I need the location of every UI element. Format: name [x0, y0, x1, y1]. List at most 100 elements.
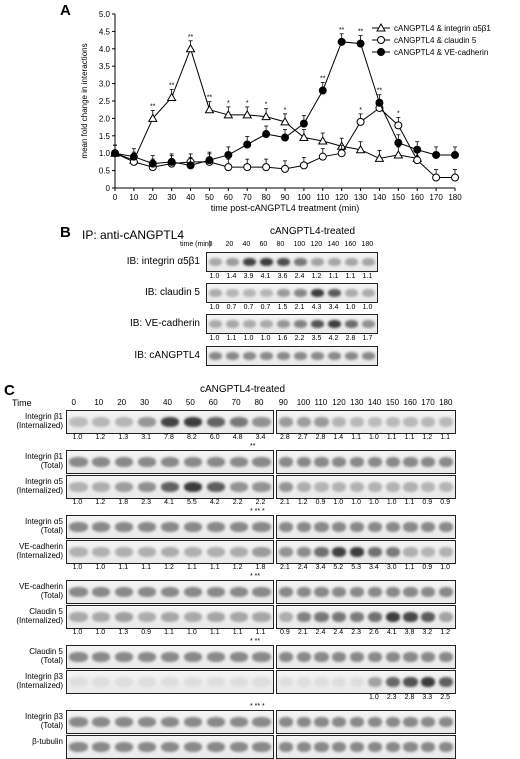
blot-band [92, 717, 111, 727]
blot-band [438, 587, 454, 597]
blot-band [314, 457, 329, 467]
blot-band [276, 258, 291, 266]
panel-c-row-label: Claudin 5 (Total) [29, 647, 63, 665]
blot-band [229, 417, 248, 427]
significance-mark: ** [150, 103, 156, 110]
significance-mark: * [359, 107, 362, 114]
blot-band [438, 457, 454, 467]
open-circle-point [281, 164, 289, 173]
quant-value: 0.7 [260, 304, 271, 311]
quant-value: 2.1 [280, 499, 290, 506]
blot-band [327, 320, 342, 328]
quant-value: 3.8 [404, 629, 415, 636]
quant-value: 1.0 [72, 564, 83, 571]
open-circle-point [243, 163, 252, 172]
blot-band [344, 352, 359, 360]
blot-band [69, 587, 88, 597]
blot-band [296, 587, 311, 597]
quant-value: 7.8 [164, 434, 174, 441]
blot-band [421, 457, 436, 467]
quant-value: 1.1 [187, 564, 197, 571]
blot-band [183, 742, 203, 752]
quant-value: 1.1 [226, 335, 237, 342]
quant-value: 1.1 [164, 629, 174, 636]
quant-value: 4.3 [311, 304, 322, 311]
quant-value: 1.0 [209, 273, 220, 280]
quant-value: 5.5 [187, 499, 197, 506]
filled-circle-point [375, 98, 384, 107]
open-circle-point [318, 152, 327, 161]
blot-band [92, 587, 111, 597]
blot-band [327, 352, 342, 360]
triangle-point [355, 144, 366, 154]
blot-band [69, 742, 88, 752]
quant-value: 5.2 [333, 564, 344, 571]
quant-value: 1.2 [164, 564, 174, 571]
x-tick-label: 170 [429, 193, 443, 202]
triangle-point [147, 113, 158, 122]
open-circle-point [356, 117, 365, 126]
blot-band [92, 482, 111, 492]
quant-value: 0.9 [141, 629, 151, 636]
quant-value: 1.0 [333, 499, 344, 506]
blot-band [349, 717, 365, 727]
quant-value: 1.4 [226, 273, 237, 280]
quant-value: 2.2 [232, 499, 243, 506]
blot-band [160, 522, 180, 532]
quant-value: 6.0 [209, 434, 220, 441]
filled-circle-point [111, 149, 119, 158]
triangle-point [280, 116, 290, 126]
triangle-point [185, 43, 196, 53]
quant-value: 2.2 [255, 499, 266, 506]
blot-band [332, 717, 347, 727]
y-tick-label: 1.0 [99, 149, 111, 158]
blot-band [349, 587, 365, 597]
blot-band [421, 717, 436, 727]
panel-b-time-label: time (min) [180, 241, 212, 248]
quant-value: 1.0 [95, 564, 106, 571]
blot-band [367, 482, 382, 492]
filled-circle-point [432, 150, 441, 159]
blot-band [137, 742, 157, 752]
blot-band [361, 352, 376, 360]
blot-band [314, 652, 329, 662]
quant-value: 1.0 [243, 335, 254, 342]
quant-value: 3.4 [255, 434, 266, 441]
quant-value: 1.1 [255, 629, 266, 636]
quant-value: 1.4 [333, 434, 344, 441]
panel-c-blot-right [276, 540, 456, 564]
blot-band [421, 522, 436, 532]
quant-value: 1.1 [404, 434, 415, 441]
open-circle-point [299, 161, 308, 170]
open-circle-point [394, 121, 403, 130]
filled-circle-point [167, 157, 176, 166]
quant-value: 3.9 [243, 273, 254, 280]
blot-band [332, 482, 347, 492]
panel-b-blot [206, 314, 378, 334]
quant-value: 1.2 [232, 564, 243, 571]
panel-c-time-tick: 170 [421, 398, 435, 407]
panel-c-blot-left [66, 515, 274, 539]
blot-band [229, 677, 248, 687]
quant-value: 1.1 [209, 564, 220, 571]
filled-circle-point [129, 152, 138, 161]
blot-band [259, 289, 274, 297]
panel-b-time-tick: 40 [242, 241, 251, 248]
blot-band [421, 482, 436, 492]
blot-band [367, 742, 382, 752]
blot-band [421, 612, 436, 622]
quant-value: 2.4 [294, 273, 305, 280]
blot-band [242, 320, 257, 328]
blot-band [332, 547, 347, 557]
panel-c-time-tick: 30 [140, 398, 150, 407]
panel-c-blot-left [66, 450, 274, 474]
panel-c-blot-right [276, 605, 456, 629]
open-circle-point [262, 163, 271, 172]
blot-band [421, 417, 436, 427]
blot-band [183, 457, 203, 467]
blot-band [332, 522, 347, 532]
blot-band [296, 482, 311, 492]
panel-c-row-label: Integrin β3 (Internalized) [16, 672, 63, 690]
blot-band [115, 587, 134, 597]
quant-value: 4.1 [260, 273, 271, 280]
